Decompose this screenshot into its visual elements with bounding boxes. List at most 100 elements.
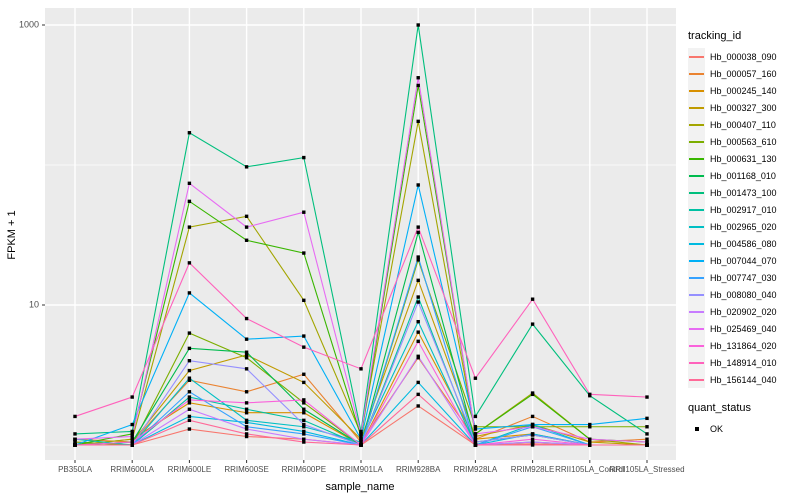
- x-tick-label: RRIM928LA: [453, 465, 498, 474]
- data-point: [416, 183, 420, 187]
- legend-line-swatch-icon: [688, 150, 705, 167]
- x-tick-label: RRII105LA_Control: [555, 465, 625, 474]
- legend-label: Hb_000563_610: [710, 136, 777, 147]
- data-point: [645, 416, 649, 421]
- legend-item-Hb_007044_070: Hb_007044_070: [688, 252, 798, 269]
- data-point: [416, 23, 420, 27]
- x-tick-label: RRIM600LE: [167, 465, 212, 474]
- data-point: [416, 255, 420, 259]
- data-point: [359, 432, 363, 436]
- data-point: [530, 322, 535, 326]
- data-point: [302, 210, 306, 214]
- data-point: [416, 404, 420, 408]
- data-point: [416, 258, 420, 262]
- data-point: [130, 422, 134, 427]
- data-point: [302, 432, 306, 436]
- data-point: [244, 418, 249, 423]
- data-point: [416, 230, 420, 235]
- x-tick-label: RRIM600LA: [110, 465, 154, 474]
- data-point: [416, 83, 420, 88]
- data-point: [473, 376, 478, 380]
- data-point: [416, 119, 420, 124]
- data-point: [73, 440, 77, 444]
- legend-item-Hb_156144_040: Hb_156144_040: [688, 371, 798, 388]
- data-point: [302, 440, 306, 444]
- data-point: [530, 433, 535, 437]
- legend-label: Hb_000631_130: [710, 153, 777, 164]
- data-point: [130, 437, 134, 441]
- legend-line-swatch-icon: [688, 201, 705, 218]
- data-point: [588, 392, 592, 397]
- data-point: [130, 432, 134, 436]
- data-point: [302, 251, 306, 255]
- legend-line-swatch-icon: [688, 337, 705, 354]
- legend-item-Hb_025469_040: Hb_025469_040: [688, 320, 798, 337]
- data-point: [302, 398, 306, 402]
- data-point: [530, 443, 535, 447]
- data-point: [416, 319, 420, 324]
- data-point: [359, 434, 363, 439]
- x-axis-title: sample_name: [325, 481, 395, 493]
- legend-label: Hb_001168_010: [710, 170, 776, 181]
- data-point: [130, 443, 134, 447]
- data-point: [244, 238, 249, 242]
- legend-label: Hb_007747_030: [710, 272, 777, 283]
- x-tick-label: PB350LA: [58, 465, 92, 474]
- data-point: [473, 414, 478, 419]
- data-point: [359, 437, 363, 441]
- data-point: [244, 401, 249, 405]
- data-point: [302, 425, 306, 429]
- data-point: [473, 434, 478, 439]
- legend-label: Hb_007044_070: [710, 255, 777, 266]
- data-point: [187, 390, 192, 394]
- data-point: [530, 440, 535, 444]
- data-point: [244, 350, 249, 354]
- data-point: [302, 345, 306, 349]
- data-point: [187, 407, 192, 411]
- legend-item-Hb_001473_100: Hb_001473_100: [688, 184, 798, 201]
- data-point: [187, 398, 192, 402]
- data-point: [187, 261, 192, 265]
- legend-item-Hb_001168_010: Hb_001168_010: [688, 167, 798, 184]
- data-point: [473, 440, 478, 444]
- data-point: [187, 368, 192, 373]
- data-point: [416, 354, 420, 359]
- data-point: [530, 392, 535, 397]
- data-point: [416, 330, 420, 334]
- x-tick-label: RRIM928BA: [395, 465, 441, 474]
- data-point: [73, 432, 77, 436]
- legend-label: Hb_131864_020: [710, 340, 777, 351]
- legend-line-swatch-icon: [688, 320, 705, 337]
- data-point: [244, 432, 249, 436]
- data-point: [645, 432, 649, 436]
- legend-item-Hb_000407_110: Hb_000407_110: [688, 116, 798, 133]
- legend-item-Hb_131864_020: Hb_131864_020: [688, 337, 798, 354]
- data-point: [645, 437, 649, 441]
- data-point: [187, 199, 192, 204]
- data-point: [302, 401, 306, 405]
- data-point: [473, 425, 478, 429]
- data-point: [302, 429, 306, 434]
- legend-line-swatch-icon: [688, 354, 705, 371]
- data-point: [187, 395, 192, 399]
- legend-label: Hb_000245_140: [710, 85, 777, 96]
- legend-label: Hb_008080_040: [710, 289, 777, 300]
- data-point: [302, 372, 306, 376]
- data-point: [359, 440, 363, 444]
- legend-item-Hb_002965_020: Hb_002965_020: [688, 218, 798, 235]
- legend-quant-status: quant_status OK: [688, 402, 798, 437]
- data-point: [473, 437, 478, 441]
- data-point: [187, 181, 192, 186]
- data-point: [187, 414, 192, 419]
- x-tick-label: RRIM600SE: [224, 465, 269, 474]
- data-point: [187, 291, 192, 295]
- data-point: [416, 225, 420, 229]
- legend-label: Hb_156144_040: [710, 374, 777, 385]
- legend-line-swatch-icon: [688, 65, 705, 82]
- data-point: [302, 418, 306, 423]
- legend-label: Hb_020902_020: [710, 306, 777, 317]
- legend-line-swatch-icon: [688, 184, 705, 201]
- data-point: [244, 390, 249, 394]
